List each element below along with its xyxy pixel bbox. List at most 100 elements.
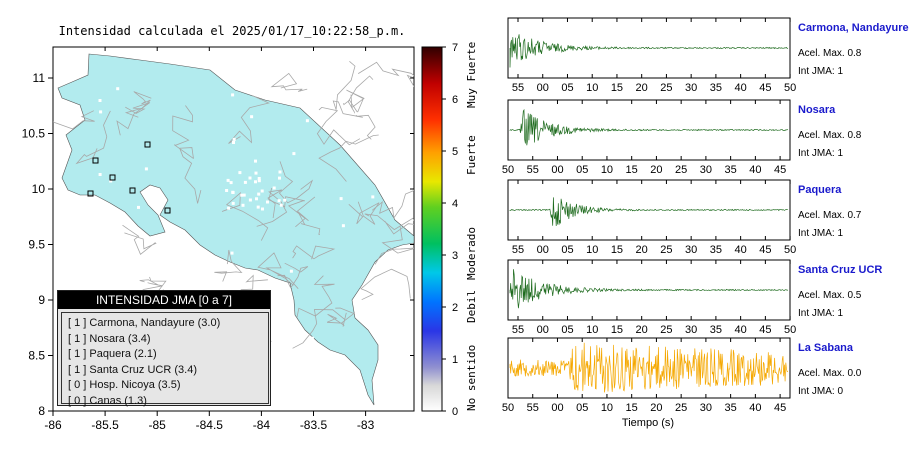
road xyxy=(357,61,414,88)
time-tick-label: 10 xyxy=(586,324,598,336)
road xyxy=(122,224,157,255)
city-point xyxy=(254,171,258,175)
road xyxy=(318,134,379,182)
city-point xyxy=(232,141,235,144)
time-tick-label: 40 xyxy=(735,244,747,256)
city-point xyxy=(339,197,343,201)
city-point xyxy=(225,189,229,192)
city-point xyxy=(260,189,264,193)
colorbar-tick-label: 3 xyxy=(452,250,458,262)
lon-tick-label: -85.5 xyxy=(91,418,119,432)
city-point xyxy=(217,265,221,269)
time-tick-label: 45 xyxy=(759,82,771,94)
time-tick-label: 35 xyxy=(710,82,722,94)
city-point xyxy=(341,224,345,228)
lat-tick-label: 10.5 xyxy=(22,127,46,141)
time-tick-label: 15 xyxy=(611,324,623,336)
station-name: Carmona, Nandayure xyxy=(798,22,909,34)
road xyxy=(270,72,308,92)
colorbar-label-fuerte: Fuerte xyxy=(465,135,478,175)
city-point xyxy=(257,179,261,183)
time-tick-label: 35 xyxy=(725,402,737,414)
colorbar-label-no-sentido: No sentido xyxy=(465,345,478,411)
station-marker[interactable] xyxy=(129,187,136,194)
road xyxy=(374,226,414,265)
time-tick-label: 40 xyxy=(735,324,747,336)
colorbar: 0 1 2 3 4 5 6 7 No sentido Debil Moderado Fuert… xyxy=(421,42,478,418)
intensity-legend: INTENSIDAD JMA [0 a 7] [ 1 ] Carmona, Na… xyxy=(57,290,271,407)
city-point xyxy=(98,99,102,102)
time-tick-label: 00 xyxy=(537,324,549,336)
city-point xyxy=(289,269,293,273)
time-tick-label: 30 xyxy=(685,82,697,94)
colorbar-tick-label: 0 xyxy=(452,406,458,418)
lon-tick-label: -86 xyxy=(44,418,62,432)
city-point xyxy=(254,180,257,184)
time-tick-label: 50 xyxy=(784,324,796,336)
time-tick-label: 10 xyxy=(586,82,598,94)
waveform-trace xyxy=(509,342,788,393)
time-tick-label: 00 xyxy=(551,164,563,176)
road xyxy=(228,95,270,144)
road xyxy=(172,105,194,160)
time-tick-label: 55 xyxy=(512,82,524,94)
time-tick-label: 20 xyxy=(650,402,662,414)
time-tick-label: 00 xyxy=(537,82,549,94)
waveform-panel: 55 00 05 10 15 20 25 30 35 40 45 50 Paquera Acel. Max… xyxy=(507,179,862,256)
max-acceleration: Acel. Max. 0.8 xyxy=(798,48,862,59)
station-marker[interactable] xyxy=(164,207,171,214)
city-point xyxy=(243,180,247,184)
lon-tick-label: -84 xyxy=(253,418,271,432)
time-tick-label: 40 xyxy=(749,164,761,176)
city-point xyxy=(354,112,358,116)
colorbar-tick-label: 4 xyxy=(452,198,458,210)
city-point xyxy=(102,250,106,254)
city-point xyxy=(339,132,343,135)
city-point xyxy=(241,203,245,207)
city-point xyxy=(231,190,235,194)
waveform-panel: 50 55 00 05 10 15 20 25 30 35 40 45 Nosara Acel. Max.… xyxy=(502,99,862,176)
city-point xyxy=(99,110,103,114)
time-tick-label: 50 xyxy=(784,82,796,94)
jma-intensity: Int JMA: 0 xyxy=(798,386,843,397)
time-tick-label: 10 xyxy=(586,244,598,256)
time-tick-label: 45 xyxy=(774,164,786,176)
time-tick-label: 20 xyxy=(636,324,648,336)
waveform-trace xyxy=(509,197,788,227)
time-tick-label: 40 xyxy=(749,402,761,414)
max-acceleration: Acel. Max. 0.8 xyxy=(798,130,862,141)
station-marker[interactable] xyxy=(92,157,99,164)
lon-tick-label: -84.5 xyxy=(196,418,224,432)
time-tick-label: 50 xyxy=(502,402,514,414)
time-tick-label: 05 xyxy=(561,244,573,256)
time-tick-label: 35 xyxy=(710,324,722,336)
city-point xyxy=(291,97,295,101)
city-point xyxy=(371,195,375,199)
city-point xyxy=(242,193,246,197)
lat-tick-label: 9 xyxy=(38,293,45,307)
time-tick-label: 25 xyxy=(660,82,672,94)
station-marker[interactable] xyxy=(144,141,151,148)
lat-tick-label: 10 xyxy=(32,182,46,196)
station-marker[interactable] xyxy=(109,174,116,181)
time-tick-label: 15 xyxy=(611,244,623,256)
legend-list-frame: [ 1 ] Carmona, Nandayure (3.0) [ 1 ] Nos… xyxy=(61,312,269,407)
time-tick-label: 55 xyxy=(527,164,539,176)
city-point xyxy=(245,89,249,93)
station-markers xyxy=(87,141,171,214)
colorbar-tick-label: 2 xyxy=(452,302,458,314)
colorbar-gradient xyxy=(421,46,443,412)
city-point xyxy=(229,181,233,185)
colorbar-tick-label: 1 xyxy=(452,354,458,366)
city-point xyxy=(255,197,258,201)
max-acceleration: Acel. Max. 0.7 xyxy=(798,210,862,221)
time-tick-label: 25 xyxy=(660,324,672,336)
city-point xyxy=(254,159,257,163)
station-marker[interactable] xyxy=(87,190,94,197)
lon-tick-label: -83.5 xyxy=(300,418,328,432)
time-tick-label: 45 xyxy=(759,244,771,256)
station-name: La Sabana xyxy=(798,342,854,354)
time-tick-label: 20 xyxy=(636,244,648,256)
road xyxy=(75,110,111,165)
